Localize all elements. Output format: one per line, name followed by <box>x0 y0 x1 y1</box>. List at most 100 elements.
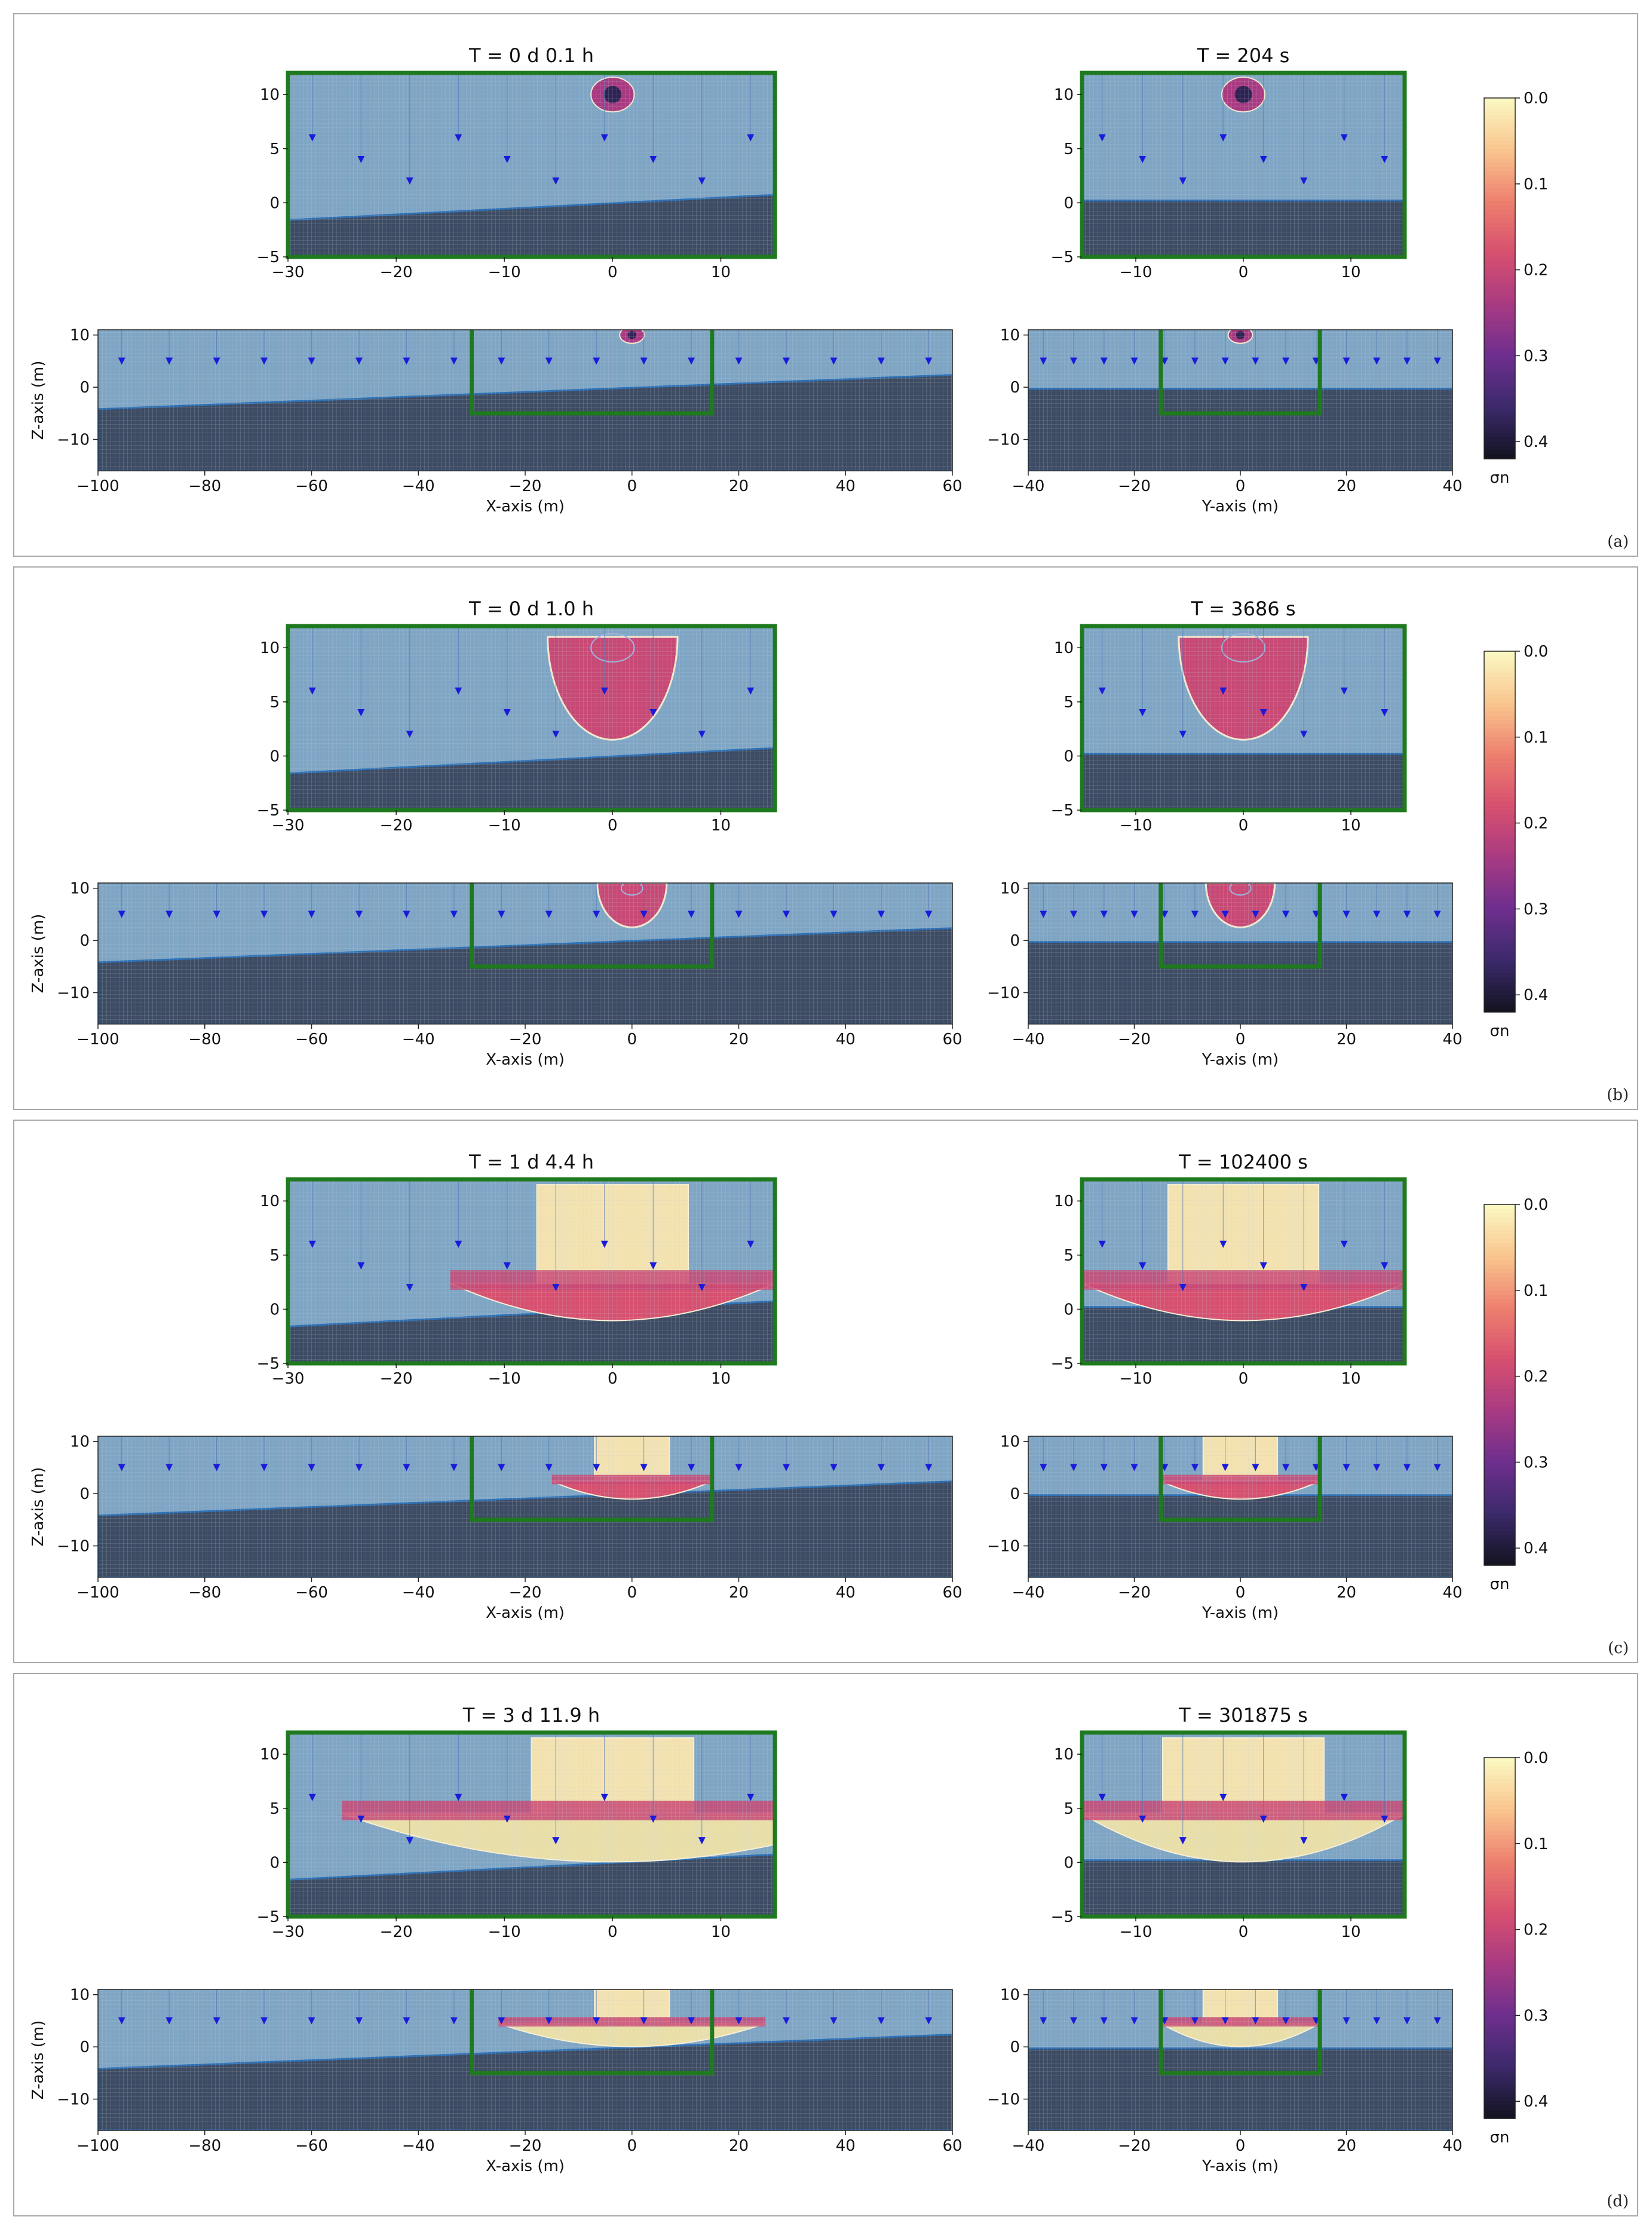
flow-arrow <box>1300 177 1308 185</box>
colorbar-tick-label: 0.3 <box>1524 2007 1548 2025</box>
panel-title-x: T = 0 d 1.0 h <box>468 597 594 620</box>
plot-full_y: −40 −20 0 20 40 10 0 −10 Y-axis (m) <box>987 1433 1462 1622</box>
flow-arrow <box>1381 1815 1389 1823</box>
flow-arrow <box>1252 2017 1259 2025</box>
flow-arrow <box>925 1464 933 1471</box>
x-tick-label: 10 <box>1341 817 1360 835</box>
flow-arrow <box>735 2017 743 2025</box>
flow-arrow <box>213 357 220 365</box>
plot-full_x: −100 −80 −60 −40 −20 0 20 40 60 10 0 −10 X-axis (m) Z… <box>29 327 963 516</box>
colorbar-tick-label: 0.2 <box>1524 1921 1548 1939</box>
colorbar-tick-label: 0.3 <box>1524 347 1548 365</box>
colorbar-label: σn <box>1490 1575 1510 1593</box>
flow-arrow <box>1040 1464 1047 1471</box>
flow-arrow <box>593 357 600 365</box>
x-tick-label: 10 <box>711 1370 731 1388</box>
flow-arrow <box>600 687 608 695</box>
plot-full_x: −100 −80 −60 −40 −20 0 20 40 60 10 0 −10 X-axis (m) Z… <box>29 1433 963 1622</box>
panel-title-y: T = 102400 s <box>1178 1151 1308 1173</box>
colorbar-tick-label: 0.1 <box>1524 176 1548 194</box>
flow-arrow <box>593 2017 600 2025</box>
y-tick-label: 10 <box>1054 86 1074 104</box>
x-tick-label: −60 <box>295 2137 328 2155</box>
y-tick-label: 0 <box>79 932 90 950</box>
flow-arrow <box>1340 687 1348 695</box>
axes-frame <box>286 70 777 259</box>
flow-arrows <box>118 883 933 918</box>
flow-arrow <box>1221 357 1229 365</box>
flow-arrows <box>1040 1436 1441 1471</box>
colorbar-tick-label: 0.0 <box>1524 90 1548 108</box>
x-tick-label: 0 <box>608 1923 618 1941</box>
flow-arrow <box>600 134 608 142</box>
y-tick-label: 5 <box>269 694 280 712</box>
flow-arrow <box>1219 1793 1227 1801</box>
colorbar: 0.0 0.1 0.2 0.3 0.4 σn <box>1484 1749 1548 2147</box>
flow-arrow <box>830 2017 838 2025</box>
x-tick-label: 0 <box>1239 263 1249 281</box>
mesh-grid <box>288 1733 775 1917</box>
x-tick-label: −80 <box>188 1584 221 1602</box>
x-tick-label: −80 <box>188 477 221 495</box>
x-tick-label: −10 <box>488 263 521 281</box>
flow-arrow <box>1403 357 1411 365</box>
flow-arrow <box>649 709 657 716</box>
mesh-grid <box>1082 73 1405 257</box>
flow-arrow <box>1221 1464 1229 1471</box>
colorbar-tick-label: 0.0 <box>1524 1749 1548 1767</box>
plot-zoom_y: −10 0 10 10 5 0 −5 <box>1051 624 1407 835</box>
y-tick-label: −10 <box>57 985 90 1002</box>
flow-arrows <box>1098 1733 1389 1845</box>
colorbar: 0.0 0.1 0.2 0.3 0.4 σn <box>1484 1196 1548 1593</box>
colorbar-tick-label: 0.0 <box>1524 643 1548 661</box>
flow-arrow <box>1130 910 1138 918</box>
y-tick-label: 0 <box>269 747 280 765</box>
flow-arrow <box>1100 910 1108 918</box>
x-tick-label: −10 <box>488 817 521 835</box>
flow-arrow <box>1098 687 1106 695</box>
x-tick-label: −20 <box>1118 1031 1151 1048</box>
panel-title-y: T = 3686 s <box>1191 597 1296 620</box>
y-tick-label: 5 <box>1063 140 1074 158</box>
flow-arrow <box>498 357 505 365</box>
flow-arrow <box>600 1240 608 1248</box>
flow-arrow <box>1259 1262 1267 1270</box>
flow-arrow <box>118 910 125 918</box>
flow-arrow <box>1343 357 1350 365</box>
colorbar-label: σn <box>1490 469 1510 487</box>
flow-arrow <box>1070 910 1078 918</box>
flow-arrow <box>688 1464 695 1471</box>
y-tick-label: 5 <box>269 140 280 158</box>
flow-arrow <box>782 910 790 918</box>
x-tick-label: −20 <box>509 477 542 495</box>
x-tick-label: 10 <box>711 1923 731 1941</box>
flow-arrow <box>877 357 885 365</box>
y-tick-label: 10 <box>70 880 90 898</box>
flow-arrow <box>308 687 316 695</box>
flow-arrow <box>357 709 365 716</box>
flow-arrow <box>1070 2017 1078 2025</box>
flow-arrow <box>1040 357 1047 365</box>
flow-arrow <box>552 731 560 738</box>
flow-arrow <box>406 731 413 738</box>
x-tick-label: −10 <box>1120 1923 1153 1941</box>
flow-arrow <box>1139 1815 1147 1823</box>
y-tick-label: 0 <box>79 2038 90 2056</box>
y-tick-label: 0 <box>1010 379 1020 397</box>
flow-arrow <box>1130 357 1138 365</box>
flow-arrow <box>545 910 553 918</box>
flow-arrows <box>308 1179 755 1292</box>
y-axis-label: Y-axis (m) <box>1202 1604 1279 1622</box>
x-tick-label: −80 <box>188 1031 221 1048</box>
x-tick-label: 0 <box>608 817 618 835</box>
zoom-window-frame <box>470 1436 715 1522</box>
mesh-grid <box>288 626 775 810</box>
flow-arrow <box>406 1837 413 1845</box>
axes-frame <box>286 1177 777 1366</box>
x-tick-label: −100 <box>76 1031 119 1048</box>
plot-zoom_y: −10 0 10 10 5 0 −5 <box>1051 1730 1407 1941</box>
flow-arrow <box>698 731 706 738</box>
x-axis-label: X-axis (m) <box>486 2157 565 2175</box>
